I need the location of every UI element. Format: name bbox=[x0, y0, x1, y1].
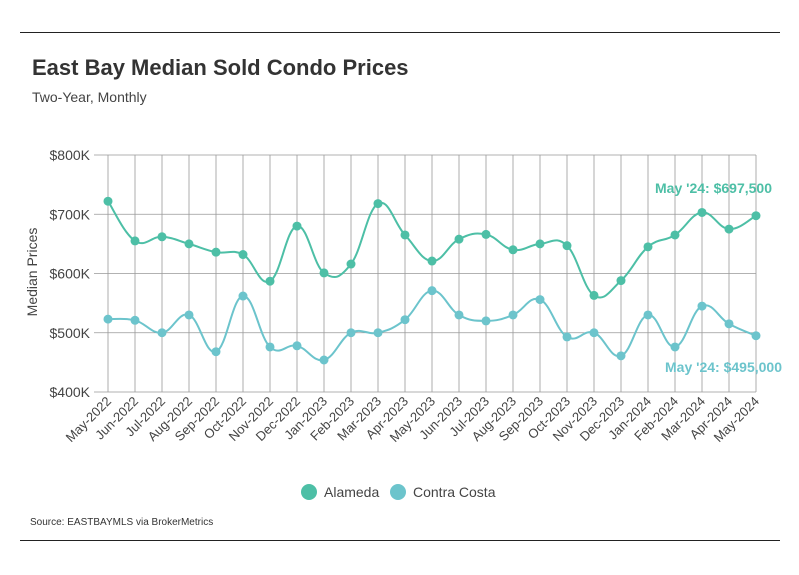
alameda-point bbox=[454, 234, 464, 244]
alameda-point bbox=[481, 229, 491, 239]
contra-costa-point bbox=[562, 332, 572, 342]
alameda-point bbox=[265, 276, 275, 286]
contra-costa-point bbox=[238, 291, 248, 301]
bottom-rule bbox=[20, 540, 780, 541]
alameda-point bbox=[535, 239, 545, 249]
contra-costa-point bbox=[400, 315, 410, 325]
alameda-point bbox=[346, 259, 356, 269]
contra-costa-point bbox=[508, 310, 518, 320]
alameda-point bbox=[616, 276, 626, 286]
legend-label-alameda: Alameda bbox=[324, 484, 379, 500]
y-tick-label: $700K bbox=[50, 206, 91, 222]
alameda-point bbox=[670, 230, 680, 240]
legend-label-contra-costa: Contra Costa bbox=[413, 484, 496, 500]
y-axis-ticks: $400K $500K $600K $700K $800K bbox=[50, 147, 91, 400]
alameda-point bbox=[508, 245, 518, 255]
top-rule bbox=[20, 32, 780, 33]
alameda-point bbox=[697, 207, 707, 217]
alameda-point bbox=[643, 242, 653, 252]
contra-costa-point bbox=[265, 342, 275, 352]
grid-lines bbox=[94, 154, 757, 393]
alameda-point bbox=[238, 250, 248, 260]
contra-costa-point bbox=[643, 310, 653, 320]
alameda-point bbox=[184, 239, 194, 249]
legend-marker-contra-costa bbox=[390, 484, 406, 500]
y-tick-label: $400K bbox=[50, 384, 91, 400]
alameda-point bbox=[292, 221, 302, 231]
contra-costa-point bbox=[535, 295, 545, 305]
alameda-point bbox=[130, 236, 140, 246]
series-lines bbox=[103, 196, 761, 365]
contra-costa-point bbox=[427, 286, 437, 296]
y-axis-label: Median Prices bbox=[24, 228, 40, 317]
contra-costa-point bbox=[481, 316, 491, 326]
contra-costa-point bbox=[346, 328, 356, 338]
contra-costa-point bbox=[454, 310, 464, 320]
contra-costa-point bbox=[292, 341, 302, 351]
y-tick-label: $800K bbox=[50, 147, 91, 163]
annotation-label: May '24: $697,500 bbox=[655, 180, 772, 196]
alameda-point bbox=[319, 268, 329, 278]
legend: Alameda Contra Costa bbox=[301, 484, 496, 500]
alameda-point bbox=[427, 256, 437, 266]
chart-title: East Bay Median Sold Condo Prices bbox=[32, 55, 409, 80]
contra-costa-point bbox=[157, 328, 167, 338]
alameda-point bbox=[724, 224, 734, 234]
source-note: Source: EASTBAYMLS via BrokerMetrics bbox=[30, 517, 214, 528]
contra-costa-point bbox=[103, 314, 113, 324]
alameda-point bbox=[103, 196, 113, 206]
contra-costa-point bbox=[670, 342, 680, 352]
contra-costa-point bbox=[589, 328, 599, 338]
alameda-point bbox=[211, 247, 221, 257]
legend-marker-alameda bbox=[301, 484, 317, 500]
alameda-point bbox=[400, 230, 410, 240]
alameda-point bbox=[157, 232, 167, 242]
alameda-point bbox=[589, 290, 599, 300]
alameda-point bbox=[562, 241, 572, 251]
contra-costa-point bbox=[130, 315, 140, 325]
y-tick-label: $500K bbox=[50, 325, 91, 341]
contra-costa-point bbox=[697, 301, 707, 311]
contra-costa-point bbox=[373, 328, 383, 338]
alameda-point bbox=[751, 211, 761, 221]
contra-costa-point bbox=[211, 347, 221, 357]
alameda-point bbox=[373, 199, 383, 209]
contra-costa-point bbox=[724, 319, 734, 329]
chart-subtitle: Two-Year, Monthly bbox=[32, 89, 147, 105]
annotations: May '24: $697,500 May '24: $495,000 bbox=[655, 180, 782, 375]
contra-costa-point bbox=[751, 331, 761, 341]
contra-costa-point bbox=[184, 310, 194, 320]
contra-costa-point bbox=[616, 351, 626, 361]
x-axis-ticks: May-2022Jun-2022Jul-2022Aug-2022Sep-2022… bbox=[63, 394, 762, 445]
annotation-label: May '24: $495,000 bbox=[665, 359, 782, 375]
y-tick-label: $600K bbox=[50, 266, 91, 282]
contra-costa-point bbox=[319, 355, 329, 365]
